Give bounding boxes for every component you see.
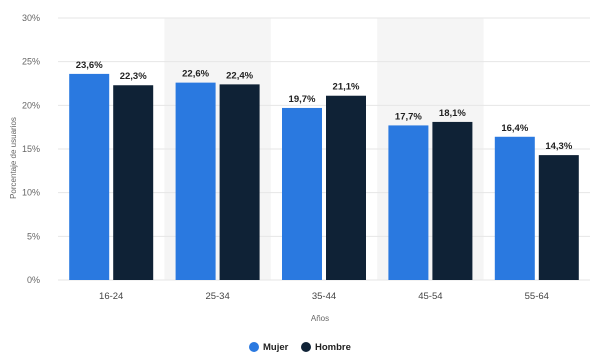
x-tick-label: 35-44 — [312, 291, 336, 302]
bar-mujer-45-54 — [388, 125, 429, 280]
data-label: 22,4% — [226, 70, 253, 81]
legend-marker-mujer — [249, 342, 259, 352]
legend-marker-hombre — [301, 342, 311, 352]
data-labels: 23,6% 22,3% 22,6% 22,4% 19,7% 21,1% 17,7% 18,1%… — [76, 60, 573, 152]
data-label: 16,4% — [501, 123, 528, 134]
x-axis-title: Años — [311, 314, 329, 323]
bar-hombre-35-44 — [326, 95, 366, 280]
y-tick-label: 15% — [22, 144, 40, 154]
data-label: 18,1% — [439, 108, 466, 119]
bar-mujer-25-34 — [175, 82, 216, 280]
data-label: 22,6% — [182, 69, 209, 80]
y-tick-label: 0% — [27, 275, 40, 285]
data-label: 14,3% — [545, 141, 572, 152]
bar-hombre-55-64 — [538, 155, 579, 280]
y-tick-label: 20% — [22, 100, 40, 110]
bar-hombre-25-34 — [219, 84, 260, 280]
bar-mujer-55-64 — [494, 136, 535, 280]
bar-mujer-35-44 — [282, 107, 322, 280]
data-label: 22,3% — [120, 71, 147, 82]
y-tick-label: 30% — [22, 13, 40, 23]
data-label: 23,6% — [76, 60, 103, 71]
x-axis-ticks: 16-24 25-34 35-44 45-54 55-64 — [99, 291, 549, 302]
y-tick-label: 5% — [27, 231, 40, 241]
legend-label-hombre: Hombre — [315, 342, 351, 353]
y-axis-ticks: 0% 5% 10% 15% 20% 25% 30% — [22, 13, 40, 285]
bars — [69, 73, 579, 280]
bar-hombre-16-24 — [113, 85, 154, 280]
legend-label-mujer: Mujer — [263, 342, 289, 353]
legend: Mujer Hombre — [249, 342, 351, 353]
bar-hombre-45-54 — [432, 121, 473, 280]
y-tick-label: 25% — [22, 57, 40, 67]
data-label: 21,1% — [333, 82, 360, 93]
bar-mujer-16-24 — [69, 73, 110, 280]
x-tick-label: 25-34 — [205, 291, 229, 302]
y-axis-title: Porcentaje de usuarios — [9, 117, 18, 199]
y-tick-label: 10% — [22, 188, 40, 198]
data-label: 17,7% — [395, 111, 422, 122]
data-label: 19,7% — [289, 94, 316, 105]
x-tick-label: 16-24 — [99, 291, 123, 302]
x-tick-label: 45-54 — [418, 291, 442, 302]
x-tick-label: 55-64 — [525, 291, 549, 302]
